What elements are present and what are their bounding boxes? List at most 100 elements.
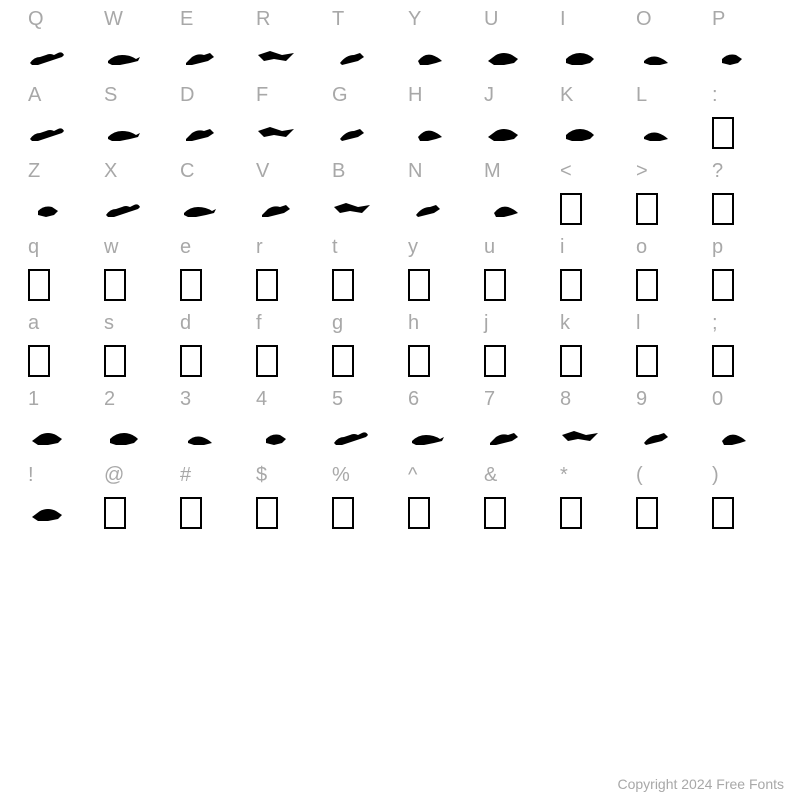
missing-glyph-box	[324, 266, 400, 304]
char-label-text: y	[408, 236, 418, 259]
dino-silhouette-icon	[180, 47, 220, 67]
missing-glyph-box	[704, 266, 780, 304]
empty-glyph-icon	[104, 497, 126, 529]
char-label: Y	[400, 0, 476, 38]
dino-silhouette-icon	[484, 199, 524, 219]
dino-glyph	[476, 38, 552, 76]
dino-silhouette-icon	[256, 199, 296, 219]
char-label: $	[248, 456, 324, 494]
char-label: X	[96, 152, 172, 190]
dino-glyph	[704, 38, 780, 76]
char-label-text: V	[256, 160, 269, 183]
dino-glyph	[96, 38, 172, 76]
char-label: )	[704, 456, 780, 494]
char-label-text: 3	[180, 388, 191, 411]
char-label: Z	[20, 152, 96, 190]
missing-glyph-box	[552, 494, 628, 532]
missing-glyph-box	[628, 266, 704, 304]
missing-glyph-box	[476, 494, 552, 532]
char-label-text: T	[332, 8, 344, 31]
char-label: s	[96, 304, 172, 342]
char-label: &	[476, 456, 552, 494]
char-label: ;	[704, 304, 780, 342]
char-label-text: @	[104, 464, 124, 487]
char-label-text: Y	[408, 8, 421, 31]
empty-glyph-icon	[104, 345, 126, 377]
dino-glyph	[172, 190, 248, 228]
char-label: <	[552, 152, 628, 190]
char-label-text: 6	[408, 388, 419, 411]
missing-glyph-box	[400, 266, 476, 304]
missing-glyph-box	[704, 190, 780, 228]
char-label-text: 2	[104, 388, 115, 411]
dino-glyph	[628, 114, 704, 152]
empty-glyph-icon	[636, 497, 658, 529]
missing-glyph-box	[552, 266, 628, 304]
char-label-text: j	[484, 312, 488, 335]
char-label-text: !	[28, 464, 34, 487]
dino-silhouette-icon	[28, 47, 68, 67]
dino-glyph	[704, 418, 780, 456]
dino-silhouette-icon	[484, 427, 524, 447]
dino-silhouette-icon	[712, 427, 752, 447]
char-label-text: 7	[484, 388, 495, 411]
char-label: 0	[704, 380, 780, 418]
char-label: u	[476, 228, 552, 266]
dino-silhouette-icon	[104, 47, 144, 67]
empty-glyph-icon	[256, 269, 278, 301]
char-label-text: t	[332, 236, 338, 259]
dino-silhouette-icon	[712, 47, 752, 67]
char-label-text: r	[256, 236, 263, 259]
dino-glyph	[96, 418, 172, 456]
dino-glyph	[248, 38, 324, 76]
char-label-text: A	[28, 84, 41, 107]
missing-glyph-box	[476, 342, 552, 380]
char-label: d	[172, 304, 248, 342]
char-label-text: #	[180, 464, 191, 487]
char-label-text: 1	[28, 388, 39, 411]
empty-glyph-icon	[180, 345, 202, 377]
missing-glyph-box	[324, 342, 400, 380]
char-label: S	[96, 76, 172, 114]
char-label-text: p	[712, 236, 723, 259]
char-label-text: W	[104, 8, 123, 31]
char-label-text: g	[332, 312, 343, 335]
dino-silhouette-icon	[560, 123, 600, 143]
char-label: I	[552, 0, 628, 38]
dino-silhouette-icon	[484, 123, 524, 143]
copyright-text: Copyright 2024 Free Fonts	[617, 776, 784, 792]
dino-silhouette-icon	[560, 47, 600, 67]
char-label-text: Z	[28, 160, 40, 183]
char-label-text: H	[408, 84, 422, 107]
dino-silhouette-icon	[408, 47, 448, 67]
char-label-text: J	[484, 84, 494, 107]
char-label: R	[248, 0, 324, 38]
missing-glyph-box	[20, 266, 96, 304]
dino-silhouette-icon	[28, 503, 68, 523]
empty-glyph-icon	[712, 269, 734, 301]
dino-glyph	[476, 418, 552, 456]
char-label: e	[172, 228, 248, 266]
char-label-text: S	[104, 84, 117, 107]
char-label-text: M	[484, 160, 501, 183]
char-label-text: K	[560, 84, 573, 107]
dino-glyph	[552, 38, 628, 76]
empty-glyph-icon	[180, 497, 202, 529]
char-label-text: (	[636, 464, 643, 487]
dino-glyph	[400, 418, 476, 456]
dino-glyph	[400, 38, 476, 76]
char-label-text: o	[636, 236, 647, 259]
char-label: V	[248, 152, 324, 190]
char-label: o	[628, 228, 704, 266]
char-label: w	[96, 228, 172, 266]
char-label-text: 0	[712, 388, 723, 411]
missing-glyph-box	[552, 342, 628, 380]
char-label-text: l	[636, 312, 640, 335]
char-label-text: s	[104, 312, 114, 335]
missing-glyph-box	[248, 342, 324, 380]
missing-glyph-box	[96, 342, 172, 380]
char-label-text: *	[560, 464, 568, 487]
char-label-text: d	[180, 312, 191, 335]
char-label-text: U	[484, 8, 498, 31]
dino-glyph	[96, 190, 172, 228]
